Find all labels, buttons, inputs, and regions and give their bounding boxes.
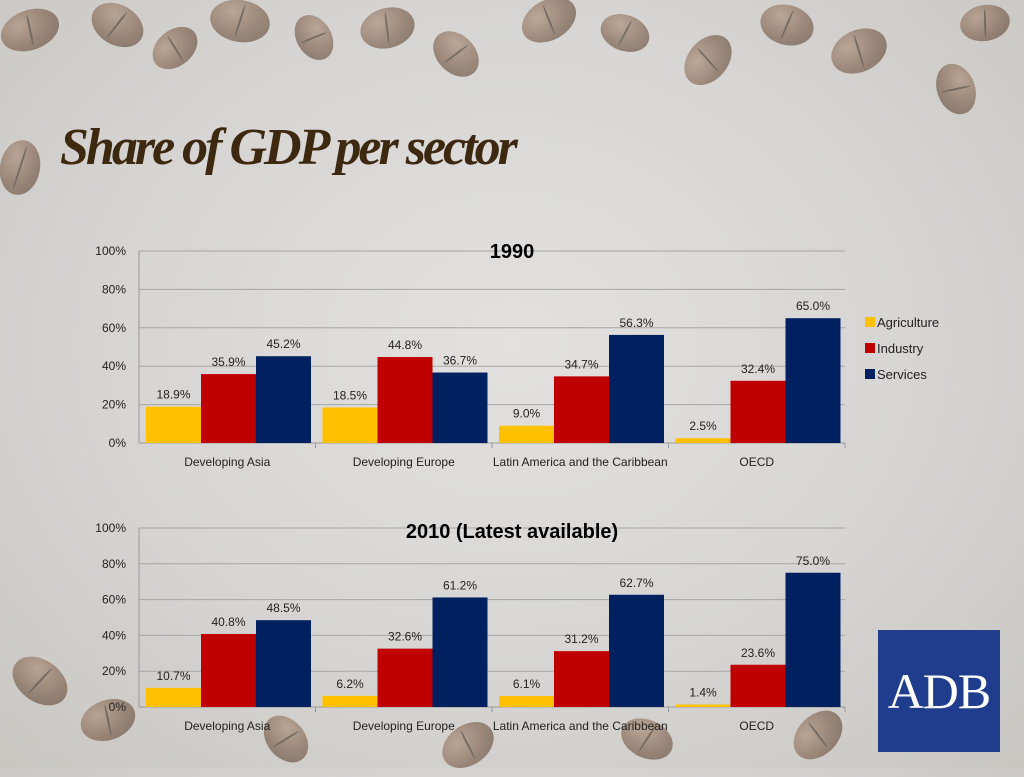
y-tick-label: 20% [102,664,126,678]
data-label: 45.2% [266,337,300,351]
adb-logo-text: ADB [887,663,992,719]
bar-agriculture [675,438,731,443]
legend-swatch [865,369,875,379]
y-tick-label: 0% [109,436,127,450]
data-label: 1.4% [689,685,717,699]
data-label: 75.0% [796,554,830,568]
data-label: 6.1% [513,677,541,691]
data-label: 35.9% [211,355,245,369]
data-label: 34.7% [564,357,598,371]
data-label: 36.7% [443,354,477,368]
y-tick-label: 60% [102,593,126,607]
bar-services [432,597,488,707]
data-label: 48.5% [266,601,300,615]
data-label: 10.7% [156,669,190,683]
adb-logo: ADB [878,630,1000,752]
bar-agriculture [146,406,201,443]
data-label: 32.4% [741,362,775,376]
bar-agriculture [675,704,731,707]
data-label: 23.6% [741,646,775,660]
y-tick-label: 100% [95,521,126,535]
data-label: 65.0% [796,299,830,313]
legend-swatch [865,343,875,353]
bar-services [785,572,841,707]
bar-industry [377,356,433,443]
data-label: 6.2% [336,677,364,691]
bar-services [609,334,664,443]
bar-industry [730,664,786,707]
data-label: 32.6% [388,630,422,644]
y-tick-label: 100% [95,244,126,258]
bar-industry [377,648,433,707]
data-label: 56.3% [619,316,653,330]
bar-agriculture [499,696,554,707]
y-tick-label: 80% [102,282,126,296]
chart-title: 2010 (Latest available) [406,521,618,543]
x-category-label: Developing Europe [353,719,455,733]
data-label: 2.5% [689,419,717,433]
bar-industry [554,651,609,707]
bar-agriculture [146,687,201,707]
bar-agriculture [322,695,378,707]
data-label: 31.2% [564,632,598,646]
bar-industry [201,633,256,707]
y-tick-label: 80% [102,557,126,571]
data-label: 40.8% [211,615,245,629]
bar-industry [201,374,256,443]
bar-services [432,372,488,443]
x-category-label: Developing Europe [353,455,455,469]
bar-services [256,620,311,707]
x-category-label: Latin America and the Caribbean [493,455,668,469]
y-tick-label: 20% [102,398,126,412]
x-category-label: Latin America and the Caribbean [493,719,668,733]
data-label: 62.7% [619,576,653,590]
bar-services [609,594,664,707]
y-tick-label: 60% [102,321,126,335]
data-label: 61.2% [443,578,477,592]
y-tick-label: 0% [109,700,127,714]
chart-1990: 0% 20% 40% 60% 80% 100% 1990 Developing Asia 18.… [95,241,939,469]
x-category-label: Developing Asia [184,719,270,733]
bar-industry [554,376,609,443]
chart-title: 1990 [490,241,535,263]
legend-label: Industry [877,341,924,356]
data-label: 18.9% [156,388,190,402]
y-tick-label: 40% [102,628,126,642]
data-label: 9.0% [513,407,541,421]
x-category-label: OECD [739,455,774,469]
y-tick-label: 40% [102,359,126,373]
bar-agriculture [499,425,554,443]
legend-label: Services [877,367,927,382]
x-category-label: Developing Asia [184,455,270,469]
chart-2010: 0% 20% 40% 60% 80% 100% 2010 (Latest available… [95,521,846,733]
x-category-label: OECD [739,719,774,733]
slide-title: Share of GDP per sector [60,119,518,176]
legend-swatch [865,317,875,327]
bar-agriculture [322,407,378,443]
bar-services [785,318,841,443]
bar-services [256,356,311,443]
bar-industry [730,380,786,443]
legend-label: Agriculture [877,315,939,330]
data-label: 44.8% [388,338,422,352]
data-label: 18.5% [333,388,367,402]
